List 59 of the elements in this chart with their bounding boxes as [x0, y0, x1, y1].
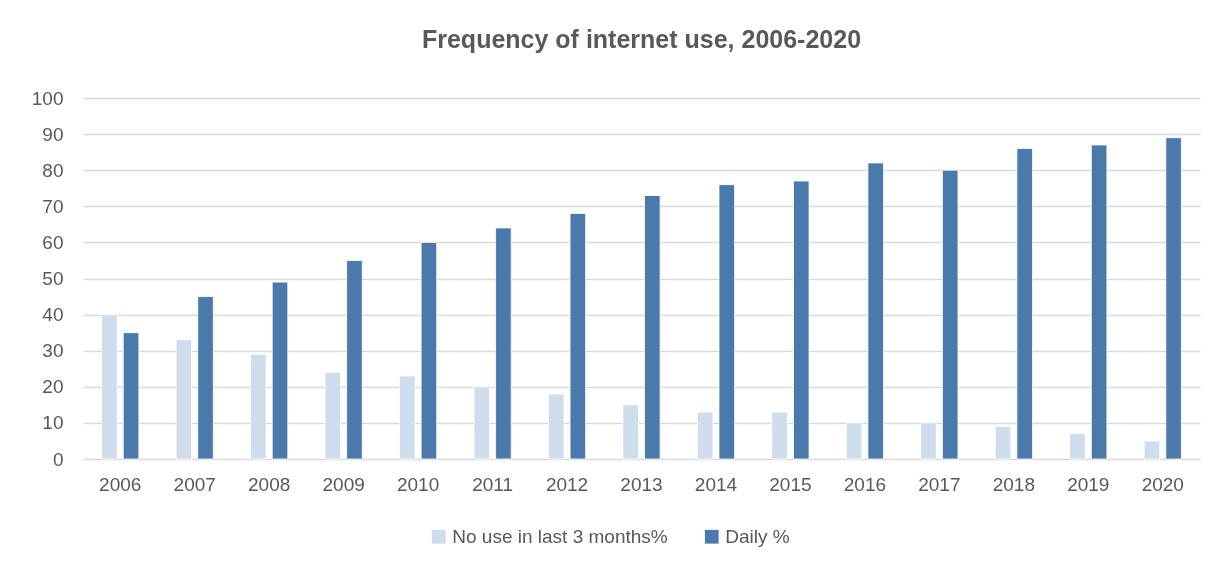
legend-label: No use in last 3 months% [452, 525, 668, 547]
bar [771, 411, 788, 460]
bar [122, 332, 140, 460]
x-tick-label: 2019 [1067, 473, 1110, 495]
bar [845, 422, 863, 460]
x-tick-label: 2010 [396, 473, 440, 495]
bar [175, 339, 193, 460]
bar [101, 314, 118, 460]
x-tick-label: 2020 [1141, 473, 1184, 495]
bar [1143, 440, 1161, 460]
y-tick-label: 70 [42, 195, 64, 217]
bar [250, 353, 267, 460]
bar [346, 260, 363, 460]
bar [324, 371, 341, 460]
bar [867, 162, 884, 460]
bar [420, 242, 438, 460]
bar [994, 426, 1012, 460]
x-tick-label: 2014 [694, 473, 738, 495]
x-tick-label: 2018 [992, 473, 1035, 495]
x-tick-label: 2009 [322, 473, 365, 495]
bar [548, 393, 565, 460]
y-tick-label: 10 [42, 412, 64, 434]
x-tick-label: 2013 [620, 473, 663, 495]
bar [718, 184, 735, 460]
x-tick-label: 2016 [843, 473, 887, 495]
chart-title: Frequency of internet use, 2006-2020 [421, 25, 862, 53]
x-tick-label: 2015 [769, 473, 812, 495]
bar [569, 213, 587, 460]
y-tick-label: 0 [52, 448, 64, 470]
bar [1016, 148, 1033, 460]
bar [942, 169, 959, 460]
bar [1165, 137, 1182, 460]
y-tick-label: 90 [42, 123, 64, 145]
x-tick-label: 2008 [248, 473, 291, 495]
x-tick-label: 2011 [472, 473, 513, 495]
bar [644, 195, 661, 460]
x-tick-label: 2012 [545, 473, 589, 495]
y-tick-label: 60 [42, 231, 64, 253]
x-tick-label: 2007 [173, 473, 216, 495]
bar [622, 404, 639, 460]
bar [696, 411, 714, 460]
bar [793, 180, 810, 460]
bar [495, 227, 512, 460]
x-tick-label: 2017 [918, 473, 961, 495]
y-tick-label: 50 [42, 268, 64, 289]
bar [271, 281, 289, 460]
bar [197, 296, 214, 460]
bar [1090, 144, 1108, 460]
y-tick-label: 30 [42, 340, 64, 362]
bar [473, 386, 490, 460]
bar [399, 375, 416, 460]
bar [1069, 433, 1086, 460]
x-tick-label: 2006 [99, 473, 142, 495]
legend-label: Daily % [725, 525, 790, 547]
y-tick-label: 40 [42, 304, 64, 326]
bar [920, 422, 937, 460]
y-tick-label: 20 [42, 376, 64, 398]
y-tick-label: 100 [31, 87, 64, 109]
y-tick-label: 80 [42, 159, 64, 181]
